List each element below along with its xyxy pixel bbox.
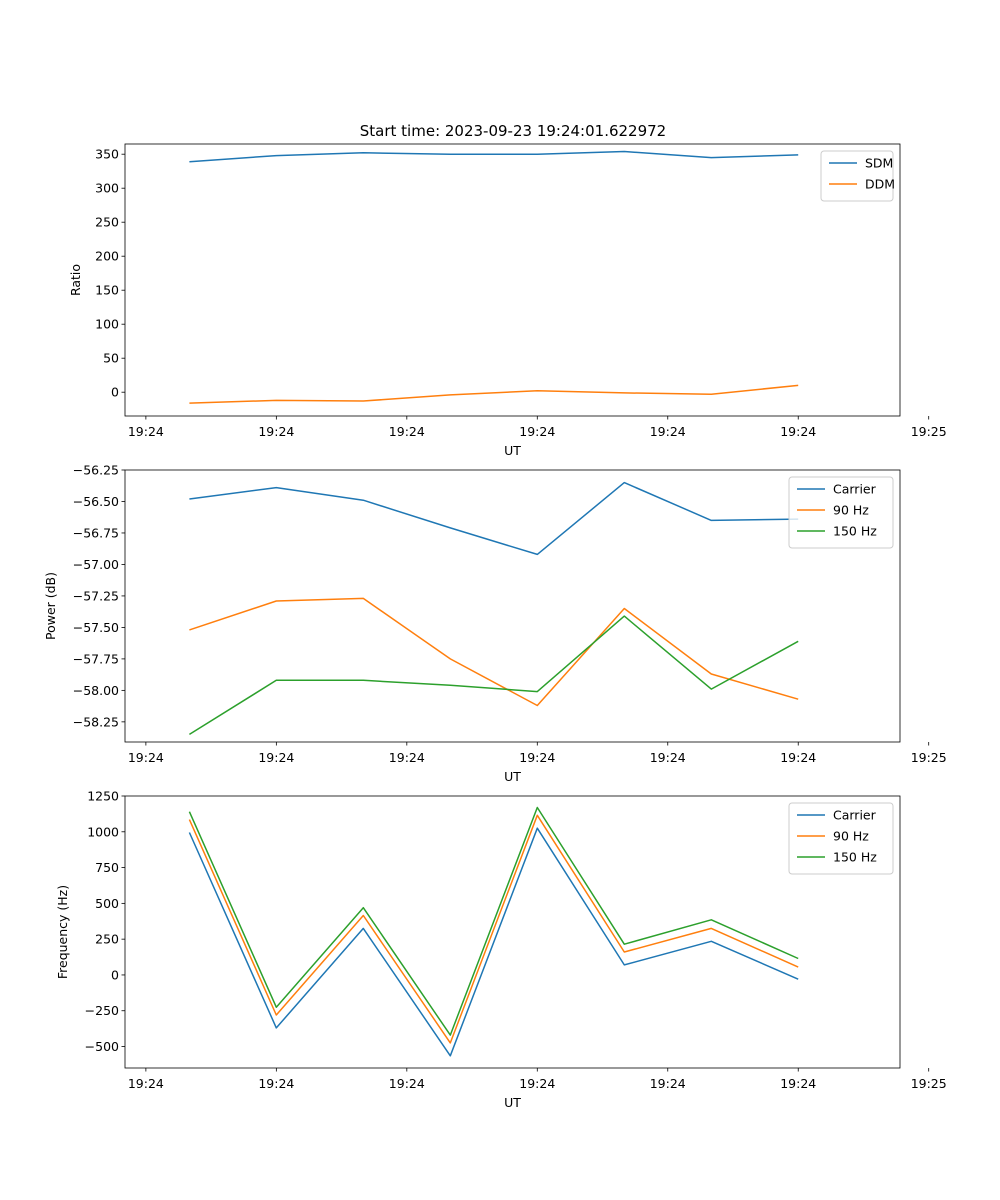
x-tick-label: 19:25 [911, 424, 947, 439]
y-tick-label: 500 [95, 896, 119, 911]
legend: SDM DDM [820, 150, 895, 202]
y-tick-label: 50 [103, 351, 119, 366]
legend-label: 150 Hz [833, 850, 877, 865]
y-tick-label: 0 [111, 967, 119, 982]
x-axis-label: UT [504, 1095, 521, 1110]
x-tick-label: 19:24 [780, 1076, 816, 1091]
x-tick-label: 19:25 [911, 1076, 947, 1091]
y-tick-label: −58.25 [73, 714, 119, 729]
legend: Carrier 90 Hz 150 Hz [788, 476, 894, 549]
x-tick-label: 19:24 [519, 1076, 555, 1091]
y-tick-label: −57.50 [73, 620, 119, 635]
x-tick-label: 19:24 [389, 1076, 425, 1091]
y-tick-label: 750 [95, 860, 119, 875]
plot-frame [124, 469, 901, 743]
legend-label: 150 Hz [833, 524, 877, 539]
x-tick-label: 19:24 [258, 424, 294, 439]
y-tick-label: −57.25 [73, 588, 119, 603]
y-tick-label: −56.75 [73, 525, 119, 540]
legend-label: 90 Hz [833, 503, 869, 518]
y-tick-label: 350 [95, 147, 119, 162]
x-tick-label: 19:24 [128, 1076, 164, 1091]
y-axis-label: Frequency (Hz) [55, 885, 70, 979]
y-axis-label: Ratio [68, 264, 83, 296]
y-tick-label: 0 [111, 385, 119, 400]
y-tick-label: 100 [95, 317, 119, 332]
plot-area [125, 796, 900, 1068]
y-axis-label: Power (dB) [43, 572, 58, 640]
legend: Carrier 90 Hz 150 Hz [788, 802, 894, 875]
legend-label: Carrier [833, 482, 877, 497]
x-tick-label: 19:24 [780, 750, 816, 765]
legend-label: DDM [865, 177, 895, 192]
y-tick-label: −58.00 [73, 683, 119, 698]
x-axis-label: UT [504, 769, 521, 784]
x-tick-label: 19:25 [911, 750, 947, 765]
x-tick-label: 19:24 [650, 1076, 686, 1091]
figure-title: Start time: 2023-09-23 19:24:01.622972 [360, 122, 666, 140]
series-line-ddm [189, 384, 799, 404]
x-tick-label: 19:24 [389, 424, 425, 439]
x-tick-label: 19:24 [780, 424, 816, 439]
plot-area [125, 144, 900, 416]
chart-panel-1: 0 50 100 150 200 250 300 350 19:24 19:24 19:24 19:2… [68, 143, 947, 458]
y-tick-label: 150 [95, 283, 119, 298]
y-tick-label: 250 [95, 215, 119, 230]
x-tick-label: 19:24 [128, 424, 164, 439]
y-tick-label: 200 [95, 249, 119, 264]
legend-label: Carrier [833, 808, 877, 823]
series-line-90-hz [188, 814, 799, 1044]
chart-panel-3: −500 −250 0 250 500 750 1000 1250 19:24 19:24 19:2… [55, 789, 947, 1111]
y-tick-label: −500 [85, 1039, 119, 1054]
y-tick-label: 1250 [87, 789, 119, 804]
x-tick-label: 19:24 [650, 424, 686, 439]
y-tick-label: −57.00 [73, 557, 119, 572]
legend-label: 90 Hz [833, 829, 869, 844]
series-line-sdm [189, 150, 799, 163]
x-tick-label: 19:24 [519, 424, 555, 439]
x-axis-label: UT [504, 443, 521, 458]
x-tick-label: 19:24 [128, 750, 164, 765]
y-tick-label: 1000 [87, 824, 119, 839]
plot-area [125, 470, 900, 742]
chart-panel-2: −56.25 −56.50 −56.75 −57.00 −57.25 −57.50 −57.… [43, 463, 947, 785]
series-line-carrier [189, 481, 799, 556]
x-tick-label: 19:24 [258, 750, 294, 765]
y-tick-label: −56.50 [73, 494, 119, 509]
charts-container: 0 50 100 150 200 250 300 350 19:24 19:24 19:24 19:2… [43, 143, 947, 1111]
y-tick-label: 250 [95, 932, 119, 947]
series-line-150-hz [189, 615, 799, 736]
x-tick-label: 19:24 [258, 1076, 294, 1091]
y-tick-label: 300 [95, 181, 119, 196]
x-tick-label: 19:24 [519, 750, 555, 765]
y-tick-label: −250 [85, 1003, 119, 1018]
series-line-150-hz [188, 806, 799, 1036]
x-tick-label: 19:24 [389, 750, 425, 765]
series-line-90-hz [189, 597, 799, 707]
y-tick-label: −57.75 [73, 651, 119, 666]
x-tick-label: 19:24 [650, 750, 686, 765]
legend-label: SDM [865, 156, 893, 171]
y-tick-label: −56.25 [73, 463, 119, 478]
plot-frame [124, 795, 901, 1069]
series-line-carrier [188, 827, 799, 1057]
plot-frame [124, 143, 901, 417]
